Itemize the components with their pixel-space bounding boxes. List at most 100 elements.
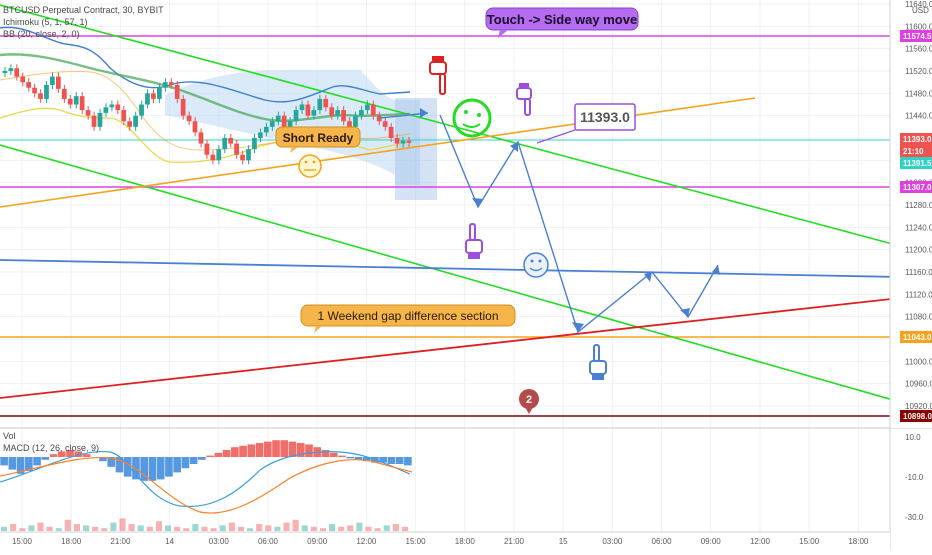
macd-histogram-bar xyxy=(346,457,355,459)
time-axis-bg xyxy=(0,532,890,550)
candle-body xyxy=(151,93,156,99)
macd-histogram-bar xyxy=(198,457,206,460)
time-tick-label: 14 xyxy=(165,537,174,546)
candle-body xyxy=(246,149,251,161)
pointing-hand-icon-purple-bottom xyxy=(465,223,483,259)
candle-body xyxy=(293,110,299,122)
candle-body xyxy=(252,138,257,150)
price-tag-label: 11574.5 xyxy=(903,32,932,41)
price-tag-label: 11393.0 xyxy=(903,135,932,144)
price-tick-label: 11480.0 xyxy=(905,89,932,98)
volume-bar xyxy=(219,525,226,531)
price-tag-bg xyxy=(900,410,932,422)
face-emoji-orange-eye-left xyxy=(304,160,308,164)
number-marker: 2 xyxy=(519,389,539,414)
volume-bars xyxy=(1,518,408,531)
volume-bar xyxy=(310,526,317,531)
macd-histogram-bar xyxy=(189,457,198,464)
candle-body xyxy=(370,104,376,116)
macd-histogram-bar xyxy=(25,457,33,471)
candle-body xyxy=(364,104,370,111)
volume-bar xyxy=(55,528,62,531)
candle-body xyxy=(210,154,216,161)
arrowhead-2 xyxy=(510,142,518,152)
candle-body xyxy=(156,87,162,99)
face-emoji-green-eye-right xyxy=(477,113,481,117)
price-axis-bg xyxy=(890,0,932,428)
macd-histogram-bar xyxy=(288,441,297,457)
price-tick-label: 11560.0 xyxy=(905,45,932,54)
macd-histogram-bar xyxy=(49,454,58,457)
price-tag-bg xyxy=(900,133,932,145)
macd-histogram-bar xyxy=(165,457,173,477)
time-tick-label: 15 xyxy=(559,537,568,546)
macd-histogram-bar xyxy=(404,457,412,466)
price-callout-text: 11393.0 xyxy=(580,109,630,125)
candle-body xyxy=(204,143,210,155)
price-tags: 11574.5 11393.0 21:10 11391.5 11307.0 11043.0… xyxy=(900,30,932,422)
candle-body xyxy=(55,76,61,89)
candle-body xyxy=(228,138,234,144)
macd-histogram-bar xyxy=(362,457,371,462)
arrowhead-3 xyxy=(572,322,584,332)
macd-signal-line xyxy=(0,456,413,514)
price-callout: 11393.0 xyxy=(536,103,636,144)
volume-bar xyxy=(283,522,290,531)
candle-body xyxy=(32,87,37,94)
face-emoji-blue-circle xyxy=(523,252,549,278)
price-tick-label: 11080.0 xyxy=(905,313,932,322)
candle-body xyxy=(275,115,281,122)
macd-tick-label: -10.0 xyxy=(905,473,924,482)
number-marker-text: 2 xyxy=(526,394,532,406)
face-emoji-green-eye-left xyxy=(464,110,468,114)
macd-histogram-bar xyxy=(140,457,149,481)
candle-body xyxy=(258,132,263,138)
time-ticks: 15:00 18:00 21:00 14 03:00 06:00 09:00 12:00 15:… xyxy=(12,537,869,546)
candle-body xyxy=(394,138,400,144)
price-tick-label: 11000.0 xyxy=(905,357,932,366)
volume-bar xyxy=(101,528,108,531)
macd-histogram-bar xyxy=(123,457,132,477)
macd-histogram-bar xyxy=(379,457,387,463)
time-tick-label: 09:00 xyxy=(701,537,722,546)
candle-body xyxy=(38,93,43,99)
candle-body xyxy=(20,76,26,83)
candle-body xyxy=(359,110,364,116)
macd-histogram-bar xyxy=(181,457,190,469)
candle-body xyxy=(139,104,144,116)
price-tick-label: 11160.0 xyxy=(905,268,932,277)
pointing-hand-purple-top-palm xyxy=(516,87,532,100)
candle-body xyxy=(180,98,186,116)
macd-histogram-bar xyxy=(206,455,214,457)
candle-body xyxy=(263,126,269,133)
volume-bar xyxy=(165,525,172,531)
candle-body xyxy=(388,126,394,138)
macd-histogram-bar xyxy=(8,457,17,470)
approach-arrow-line xyxy=(379,112,429,119)
macd-histogram-bar xyxy=(148,457,157,481)
time-tick-label: 15:00 xyxy=(799,537,820,546)
candle-body xyxy=(127,121,133,127)
candle-body xyxy=(73,96,79,105)
price-tick-label: 11200.0 xyxy=(905,246,932,255)
time-tick-label: 03:00 xyxy=(602,537,623,546)
macd-label: MACD (12, 26, close, 9) xyxy=(3,443,99,453)
price-tick-label: 11640.0 xyxy=(905,0,932,9)
price-tag-bg xyxy=(900,30,932,42)
time-tick-label: 21:00 xyxy=(504,537,525,546)
macd-histogram-bar xyxy=(296,443,305,457)
macd-histogram-bar xyxy=(239,445,247,457)
macd-histogram-bar xyxy=(338,455,346,457)
volume-bar xyxy=(292,519,299,531)
candle-body xyxy=(198,132,204,144)
macd-histogram-bar xyxy=(173,457,181,473)
macd-histogram-bar xyxy=(82,454,91,457)
pointing-hand-purple-top-cuff xyxy=(519,83,529,87)
pointing-hand-red-palm xyxy=(429,61,447,75)
candle-body xyxy=(192,121,198,133)
volume-bar xyxy=(46,526,53,531)
volume-bar xyxy=(374,528,381,531)
candle-body xyxy=(97,112,103,127)
volume-bar xyxy=(37,522,44,531)
price-tick-label: 11520.0 xyxy=(905,67,932,76)
